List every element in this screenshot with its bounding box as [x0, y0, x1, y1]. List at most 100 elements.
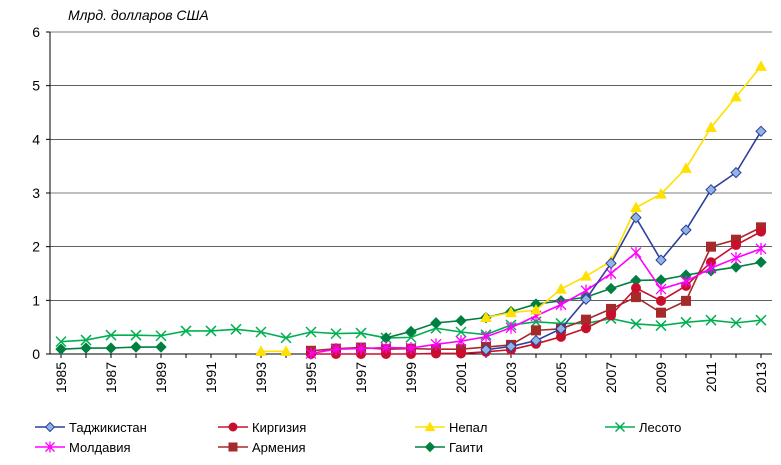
- series-3-point: [205, 325, 217, 337]
- series-5-point: [681, 295, 691, 306]
- legend-marker: [614, 421, 626, 433]
- y-tick-label: 2: [32, 239, 40, 255]
- series-4-point: [655, 283, 667, 296]
- series-3-point: [755, 314, 767, 326]
- legend-entry: Лесото: [605, 420, 681, 435]
- series-4-point: [355, 342, 367, 355]
- series-4-point: [755, 242, 767, 255]
- series-3: [55, 313, 767, 348]
- series-3-point: [180, 325, 192, 337]
- series-2-point: [630, 201, 642, 212]
- y-tick-label: 4: [32, 131, 40, 147]
- series-2-point: [580, 270, 592, 281]
- series-6-point: [755, 256, 767, 268]
- series-0-point: [705, 184, 717, 196]
- series-4-point: [605, 267, 617, 280]
- series-1-point: [456, 348, 466, 359]
- series-1-point: [631, 282, 641, 293]
- series-2-point: [655, 188, 667, 199]
- series-4-point: [680, 275, 692, 288]
- x-tick-label: 1999: [403, 362, 419, 393]
- y-tick-label: 5: [32, 78, 40, 94]
- series-6-point: [80, 342, 92, 354]
- series-2-point: [480, 311, 492, 323]
- series-3-point: [355, 327, 367, 339]
- legend-entry: Непал: [415, 420, 487, 435]
- series-3-point: [680, 316, 692, 328]
- series-4-point: [480, 330, 492, 343]
- series-3-point: [105, 329, 117, 341]
- legend-label: Молдавия: [69, 440, 131, 455]
- series-5-point: [706, 241, 716, 252]
- legend-label: Армения: [252, 440, 306, 455]
- series-6-point: [105, 342, 117, 354]
- series-1-point: [731, 240, 741, 251]
- series-0-point: [530, 334, 542, 347]
- series-4-point: [630, 246, 642, 259]
- series-3-point: [230, 323, 242, 335]
- legend-marker: [44, 421, 56, 433]
- legend-label: Лесото: [639, 420, 681, 435]
- series-2-point: [755, 60, 767, 71]
- series-0-point: [680, 224, 692, 236]
- x-tick-label: 1991: [203, 362, 219, 393]
- series-2: [255, 60, 767, 356]
- y-tick-label: 3: [32, 185, 40, 201]
- x-tick-label: 2005: [553, 362, 569, 393]
- series-3-point: [405, 331, 417, 343]
- legend-label: Гаити: [449, 440, 483, 455]
- series-4-point: [405, 342, 417, 355]
- x-tick-label: 1995: [303, 362, 319, 393]
- series-1-point: [581, 323, 591, 334]
- y-tick-labels: 0 1 2 3 4 5 6: [32, 24, 40, 362]
- x-tick-label: 1985: [53, 362, 69, 393]
- data-series: [55, 60, 767, 360]
- series-2-point: [680, 162, 692, 173]
- legend-label: Непал: [449, 420, 487, 435]
- legend-entry: Таджикистан: [35, 420, 147, 435]
- series-6-point: [130, 341, 142, 353]
- series-6-point: [455, 315, 467, 327]
- series-6-point: [430, 317, 442, 329]
- legend-entry: Гаити: [415, 440, 483, 455]
- x-tick-label: 1997: [353, 362, 369, 393]
- series-3-point: [155, 330, 167, 342]
- series-0-point: [730, 166, 742, 179]
- series-4-point: [380, 341, 392, 354]
- series-2-point: [730, 90, 742, 102]
- series-3-point: [630, 318, 642, 330]
- series-3-point: [130, 329, 142, 341]
- series-3-point: [330, 328, 342, 340]
- series-3-point: [455, 326, 467, 338]
- series-2-point: [280, 345, 292, 356]
- series-5-point: [631, 292, 641, 303]
- series-1-point: [656, 295, 666, 306]
- series-5-point: [656, 307, 666, 318]
- x-tick-label: 1987: [103, 362, 119, 393]
- legend-label: Киргизия: [252, 420, 306, 435]
- series-3-point: [655, 320, 667, 332]
- x-tick-labels: 1985 1987 1989 1991 1993 1995 1997 1999 2001 2003…: [53, 362, 769, 393]
- series-6-point: [55, 343, 67, 355]
- series-0-point: [605, 257, 617, 270]
- series-2-point: [505, 306, 517, 318]
- series-6-point: [605, 282, 617, 295]
- series-6-point: [405, 325, 417, 338]
- series-3-point: [255, 326, 267, 338]
- x-tick-label: 2013: [753, 362, 769, 393]
- series-4-point: [705, 262, 717, 275]
- x-tick-label: 2011: [703, 362, 719, 392]
- x-tick-label: 2007: [603, 362, 619, 393]
- series-4-point: [730, 251, 742, 264]
- series-0-point: [505, 340, 517, 353]
- series-0-point: [655, 254, 667, 266]
- series-1-point: [756, 226, 766, 237]
- series-4-point: [555, 298, 567, 311]
- gridlines: [50, 31, 772, 301]
- y-tick-label: 0: [32, 346, 40, 362]
- series-6-point: [155, 341, 167, 353]
- legend-marker: [228, 422, 238, 432]
- series-4-point: [430, 338, 442, 351]
